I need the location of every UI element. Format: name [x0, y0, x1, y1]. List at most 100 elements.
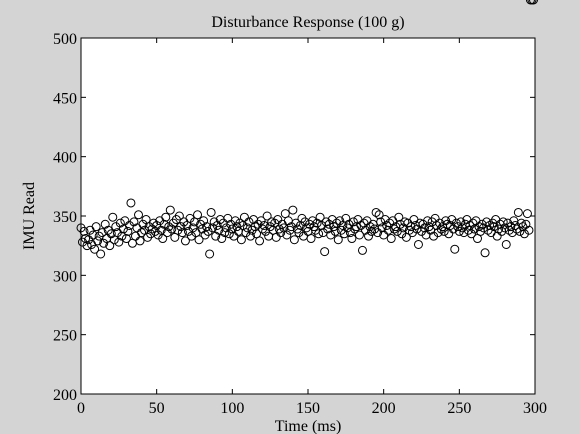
data-point	[377, 223, 387, 233]
data-point	[197, 224, 207, 234]
data-point	[105, 241, 115, 251]
data-point	[494, 224, 504, 234]
data-point	[224, 229, 234, 239]
data-point	[161, 212, 171, 222]
data-point	[235, 218, 245, 228]
data-point	[212, 220, 222, 230]
data-point	[513, 207, 523, 217]
data-point	[356, 220, 366, 230]
data-point	[138, 219, 148, 229]
data-point	[480, 248, 490, 258]
data-point	[466, 229, 476, 239]
data-point	[348, 217, 358, 227]
data-point	[521, 219, 531, 229]
data-point	[320, 247, 330, 257]
x-axis-label: Time (ms)	[275, 418, 342, 434]
data-point	[117, 231, 127, 241]
data-point	[121, 234, 131, 244]
data-point	[167, 224, 177, 234]
data-point	[126, 198, 136, 208]
data-point	[413, 239, 423, 249]
data-point	[332, 218, 342, 228]
data-point	[315, 212, 325, 222]
data-point	[236, 235, 246, 245]
data-point	[450, 244, 460, 254]
data-point	[354, 230, 364, 240]
data-point	[489, 222, 499, 232]
data-point	[308, 216, 318, 226]
data-point	[501, 239, 511, 249]
data-point	[456, 217, 466, 227]
data-point	[217, 234, 227, 244]
data-point	[365, 222, 375, 232]
data-point	[259, 220, 269, 230]
axis-ticks: 0 50 100 150 200 250 300 200 250 300 350 400 450 500	[53, 31, 547, 417]
data-point	[255, 236, 265, 246]
data-point	[289, 235, 299, 245]
data-point	[79, 226, 89, 236]
x-tick-label: 300	[523, 400, 547, 417]
data-point	[123, 226, 133, 236]
y-tick-label: 400	[53, 150, 77, 167]
data-point	[389, 224, 399, 234]
x-tick-label: 150	[296, 400, 320, 417]
data-point	[90, 244, 100, 254]
data-point	[156, 225, 166, 235]
data-point	[288, 205, 298, 215]
data-point	[199, 216, 209, 226]
data-point	[528, 0, 538, 5]
data-point	[129, 217, 139, 227]
x-tick-label: 0	[77, 400, 85, 417]
data-point	[205, 249, 215, 259]
plot-area	[80, 37, 536, 395]
data-point	[371, 207, 381, 217]
data-point	[522, 209, 532, 219]
data-point	[229, 231, 239, 241]
x-tick-label: 250	[447, 400, 471, 417]
data-point	[291, 218, 301, 228]
data-point	[485, 220, 495, 230]
data-point	[515, 226, 525, 236]
data-point	[436, 224, 446, 234]
data-point	[208, 223, 218, 233]
data-point	[174, 211, 184, 221]
data-point	[262, 211, 272, 221]
data-point	[383, 225, 393, 235]
data-points	[76, 0, 538, 259]
chart-title: Disturbance Response (100 g)	[211, 14, 404, 31]
data-point	[339, 229, 349, 239]
data-point	[479, 223, 489, 233]
data-point	[330, 226, 340, 236]
data-point	[134, 210, 144, 220]
data-point	[506, 222, 516, 232]
data-point	[347, 234, 357, 244]
data-point	[394, 212, 404, 222]
y-tick-label: 450	[53, 90, 77, 107]
data-point	[115, 218, 125, 228]
data-point	[379, 230, 389, 240]
data-point	[97, 228, 107, 238]
data-point	[106, 229, 116, 239]
data-point	[469, 224, 479, 234]
data-point	[245, 231, 255, 241]
data-point	[149, 218, 159, 228]
data-point	[492, 231, 502, 241]
y-tick-label: 350	[53, 209, 77, 226]
data-point	[500, 223, 510, 233]
data-point	[202, 222, 212, 232]
data-point	[341, 213, 351, 223]
data-point	[194, 235, 204, 245]
data-point	[382, 220, 392, 230]
data-point	[276, 228, 286, 238]
data-point	[135, 236, 145, 246]
data-point	[114, 237, 124, 247]
x-tick-label: 100	[220, 400, 244, 417]
x-tick-label: 50	[149, 400, 165, 417]
data-point	[82, 241, 92, 251]
data-point	[444, 229, 454, 239]
data-point	[256, 216, 266, 226]
data-point	[312, 218, 322, 228]
y-tick-label: 200	[53, 387, 77, 404]
data-point	[159, 219, 169, 229]
